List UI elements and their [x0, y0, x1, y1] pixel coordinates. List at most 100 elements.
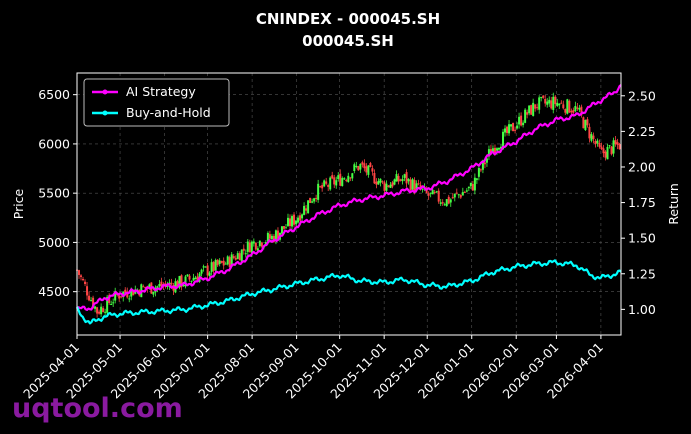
candle-body: [479, 169, 482, 171]
legend-label-ai-strategy: AI Strategy: [126, 84, 196, 99]
candle-body: [616, 142, 619, 145]
candle-body: [142, 286, 145, 288]
candle-body: [562, 104, 565, 109]
candle-body: [451, 197, 454, 199]
candle-body: [530, 105, 533, 115]
candle-body: [190, 280, 193, 282]
candle-body: [164, 283, 167, 285]
candle-body: [341, 178, 344, 187]
candle-body: [399, 179, 402, 181]
candle-body: [238, 253, 241, 261]
candle-body: [467, 186, 470, 189]
candle-body: [184, 276, 187, 287]
candle-body: [465, 190, 468, 192]
candle-body: [186, 274, 189, 277]
candle-body: [455, 192, 458, 194]
candle-body: [210, 262, 213, 272]
candle-body: [566, 99, 569, 114]
candle-body: [106, 296, 109, 313]
candle-body: [574, 106, 577, 112]
candle-body: [321, 185, 324, 189]
candle-body: [377, 181, 380, 185]
candle-body: [403, 174, 406, 178]
candle-body: [293, 214, 296, 225]
candle-body: [508, 124, 511, 134]
candle-body: [258, 240, 261, 247]
legend-marker-buy-and-hold: [102, 110, 108, 116]
x-axis: 2025-04-012025-05-012025-06-012025-07-01…: [20, 335, 606, 401]
candle-body: [514, 129, 517, 131]
candle-body: [92, 297, 95, 308]
candle-body: [510, 124, 513, 127]
candle-body: [441, 202, 444, 204]
candle-body: [226, 256, 229, 265]
candle-body: [618, 144, 621, 150]
candle-body: [325, 181, 328, 184]
legend-label-buy-and-hold: Buy-and-Hold: [126, 105, 211, 120]
candle-body: [313, 198, 316, 202]
candle-body: [600, 146, 603, 150]
candle-body: [594, 141, 597, 145]
candle-body: [329, 177, 332, 190]
candle-body: [477, 168, 480, 177]
candle-body: [347, 175, 350, 182]
candle-body: [112, 302, 115, 304]
candle-body: [598, 142, 601, 147]
candle-body: [305, 208, 308, 211]
candle-body: [357, 166, 360, 171]
candle-body: [345, 179, 348, 181]
candle-body: [196, 276, 199, 281]
candle-body: [568, 100, 571, 113]
candle-body: [540, 96, 543, 98]
candle-body: [178, 276, 181, 288]
candle-body: [256, 248, 259, 251]
candle-body: [413, 180, 416, 192]
candle-body: [204, 266, 207, 268]
candle-body: [303, 205, 306, 215]
candle-body: [588, 126, 591, 139]
candle-body: [301, 214, 304, 219]
candle-body: [353, 164, 356, 172]
candle-body: [260, 242, 263, 247]
candle-body: [401, 178, 404, 182]
candle-body: [84, 281, 87, 284]
candle-body: [114, 291, 117, 301]
candle-body: [158, 283, 161, 287]
candle-body: [295, 220, 298, 225]
candle-body: [110, 303, 113, 305]
candle-body: [383, 182, 386, 191]
candle-body: [512, 123, 515, 132]
candle-body: [526, 112, 529, 115]
candle-body: [172, 285, 175, 291]
y-tick-label-left: 6500: [38, 87, 70, 102]
candle-body: [365, 166, 368, 173]
candle-body: [409, 179, 412, 191]
candle-body: [270, 235, 273, 240]
candle-body: [520, 115, 523, 126]
candle-body: [532, 102, 535, 116]
candle-body: [433, 192, 436, 194]
candle-body: [391, 182, 394, 187]
candle-body: [425, 188, 428, 193]
candle-body: [266, 232, 269, 242]
candle-body: [397, 175, 400, 182]
candle-body: [315, 197, 318, 199]
y-tick-label-right: 1.25: [628, 266, 656, 281]
candle-body: [536, 107, 539, 109]
plot-frame: [76, 72, 622, 336]
candle-body: [421, 188, 424, 190]
candle-body: [228, 257, 231, 268]
y-tick-label-left: 5500: [38, 186, 70, 201]
candle-body: [102, 308, 105, 313]
candle-body: [299, 215, 302, 221]
candle-body: [144, 286, 147, 289]
y-axis-right: 1.00 1.25 1.50 1.75 2.00 2.25 2.50: [621, 88, 656, 317]
candle-body: [387, 185, 390, 187]
candle-body: [445, 199, 448, 206]
candle-body: [429, 192, 432, 194]
candle-body: [126, 291, 129, 298]
candle-body: [463, 191, 466, 193]
candle-body: [224, 263, 227, 265]
candle-body: [548, 99, 551, 104]
candle-body: [439, 202, 442, 204]
